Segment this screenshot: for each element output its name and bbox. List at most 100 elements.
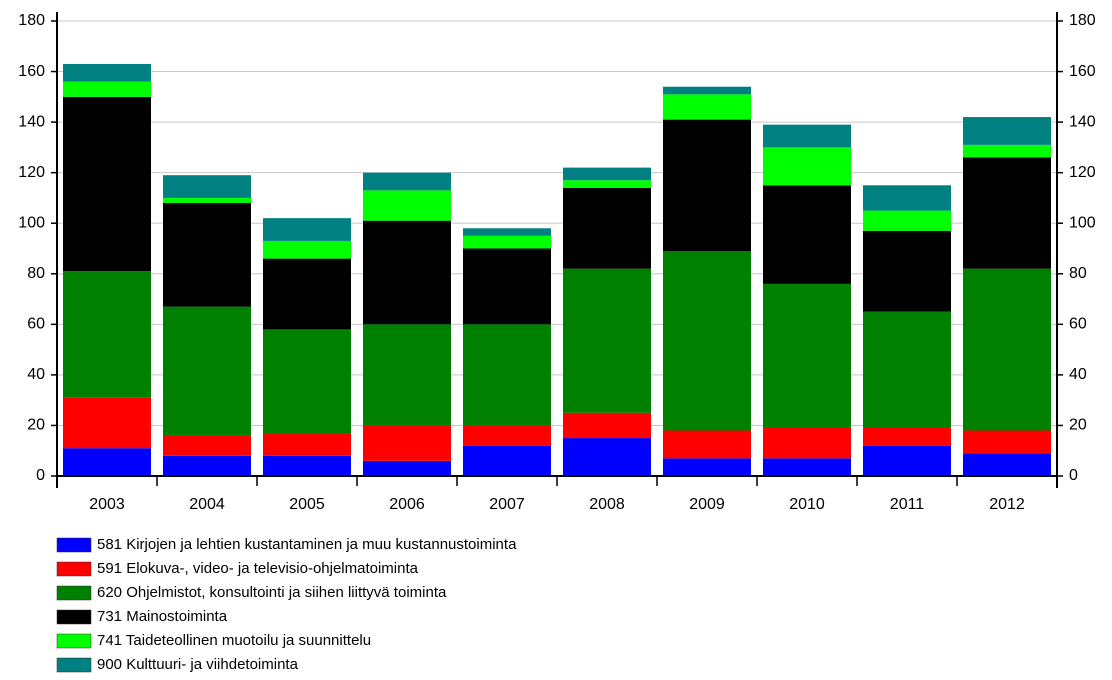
y-tick-label: 140 bbox=[18, 113, 45, 130]
bar-segment bbox=[463, 248, 551, 325]
bar-segment bbox=[463, 445, 551, 476]
bar-segment bbox=[263, 455, 351, 476]
bar-segment bbox=[263, 433, 351, 456]
legend-label: 731 Mainostoiminta bbox=[97, 608, 228, 625]
bar-segment bbox=[363, 220, 451, 325]
y2-tick-label: 60 bbox=[1069, 316, 1087, 333]
bar-segment bbox=[163, 175, 251, 198]
bar-segment bbox=[563, 438, 651, 476]
bar-segment bbox=[263, 329, 351, 434]
y-tick-label: 120 bbox=[18, 164, 45, 181]
bar-segment bbox=[663, 251, 751, 431]
bar-segment bbox=[463, 228, 551, 236]
bar-segment bbox=[363, 324, 451, 426]
bar-segment bbox=[463, 235, 551, 249]
bar-segment bbox=[963, 144, 1051, 158]
y2-tick-label: 80 bbox=[1069, 265, 1087, 282]
y-tick-label: 40 bbox=[27, 366, 45, 383]
bar-segment bbox=[963, 268, 1051, 431]
bar-segment bbox=[63, 63, 151, 82]
bar-segment bbox=[263, 218, 351, 241]
bar-segment bbox=[163, 203, 251, 307]
y2-tick-label: 100 bbox=[1069, 214, 1096, 231]
y2-tick-label: 20 bbox=[1069, 417, 1087, 434]
legend-swatch bbox=[56, 561, 92, 577]
x-tick-label: 2012 bbox=[989, 496, 1025, 513]
bar-segment bbox=[363, 172, 451, 191]
x-tick-label: 2005 bbox=[289, 496, 325, 513]
bar-segment bbox=[63, 448, 151, 476]
x-tick-label: 2003 bbox=[89, 496, 125, 513]
bar-segment bbox=[863, 230, 951, 312]
bar-segment bbox=[663, 458, 751, 476]
bar-segment bbox=[63, 81, 151, 97]
bar-segment bbox=[363, 460, 451, 476]
y2-tick-label: 120 bbox=[1069, 164, 1096, 181]
bar-segment bbox=[663, 86, 751, 95]
bar-segment bbox=[763, 185, 851, 284]
bar-segment bbox=[863, 445, 951, 476]
bar-segment bbox=[663, 119, 751, 252]
bar-segment bbox=[563, 268, 651, 413]
bar-segment bbox=[263, 240, 351, 259]
legend-swatch bbox=[56, 609, 92, 625]
y2-tick-label: 40 bbox=[1069, 366, 1087, 383]
y-tick-label: 0 bbox=[36, 467, 45, 484]
bar-segment bbox=[263, 258, 351, 330]
bar-segment bbox=[163, 197, 251, 203]
legend-swatch bbox=[56, 657, 92, 673]
bar-segment bbox=[363, 190, 451, 221]
y2-tick-label: 180 bbox=[1069, 12, 1096, 29]
bar-segment bbox=[763, 124, 851, 148]
bar-segment bbox=[963, 157, 1051, 269]
legend-swatch bbox=[56, 537, 92, 553]
bar-segment bbox=[463, 324, 551, 426]
x-tick-label: 2009 bbox=[689, 496, 725, 513]
bar-segment bbox=[63, 397, 151, 449]
legend-label: 900 Kulttuuri- ja viihdetoiminta bbox=[97, 656, 299, 673]
bar-segment bbox=[563, 187, 651, 269]
y-tick-label: 20 bbox=[27, 417, 45, 434]
bar-segment bbox=[663, 430, 751, 459]
bar-segment bbox=[563, 412, 651, 439]
bar-segment bbox=[763, 458, 851, 476]
legend: 581 Kirjojen ja lehtien kustantaminen ja… bbox=[56, 536, 517, 673]
bar-segment bbox=[963, 117, 1051, 145]
bar-segment bbox=[163, 455, 251, 476]
x-tick-label: 2006 bbox=[389, 496, 425, 513]
legend-label: 591 Elokuva-, video- ja televisio-ohjelm… bbox=[97, 560, 419, 577]
legend-swatch bbox=[56, 633, 92, 649]
y2-tick-label: 140 bbox=[1069, 113, 1096, 130]
bar-segment bbox=[163, 306, 251, 436]
y-tick-label: 60 bbox=[27, 316, 45, 333]
bar-segment bbox=[763, 427, 851, 459]
legend-label: 741 Taideteollinen muotoilu ja suunnitte… bbox=[97, 632, 371, 649]
bar-segment bbox=[63, 96, 151, 272]
y-tick-label: 100 bbox=[18, 214, 45, 231]
bar-segment bbox=[863, 185, 951, 211]
bar-segment bbox=[763, 283, 851, 428]
bar-segment bbox=[163, 435, 251, 456]
bar-segment bbox=[963, 430, 1051, 454]
y2-tick-label: 160 bbox=[1069, 63, 1096, 80]
bar-segment bbox=[563, 180, 651, 188]
legend-swatch bbox=[56, 585, 92, 601]
x-tick-label: 2010 bbox=[789, 496, 825, 513]
legend-label: 620 Ohjelmistot, konsultointi ja siihen … bbox=[97, 584, 447, 601]
bar-segment bbox=[363, 425, 451, 461]
bar-segment bbox=[863, 210, 951, 231]
bar-segment bbox=[863, 311, 951, 428]
bar-segment bbox=[763, 147, 851, 186]
bar-segment bbox=[663, 94, 751, 120]
x-tick-label: 2008 bbox=[589, 496, 625, 513]
x-tick-label: 2011 bbox=[890, 496, 925, 513]
bar-segment bbox=[63, 271, 151, 398]
bar-segment bbox=[463, 425, 551, 446]
bar-segment bbox=[863, 427, 951, 446]
legend-label: 581 Kirjojen ja lehtien kustantaminen ja… bbox=[97, 536, 517, 553]
x-tick-label: 2007 bbox=[489, 496, 525, 513]
x-tick-label: 2004 bbox=[189, 496, 225, 513]
bar-segment bbox=[563, 167, 651, 181]
